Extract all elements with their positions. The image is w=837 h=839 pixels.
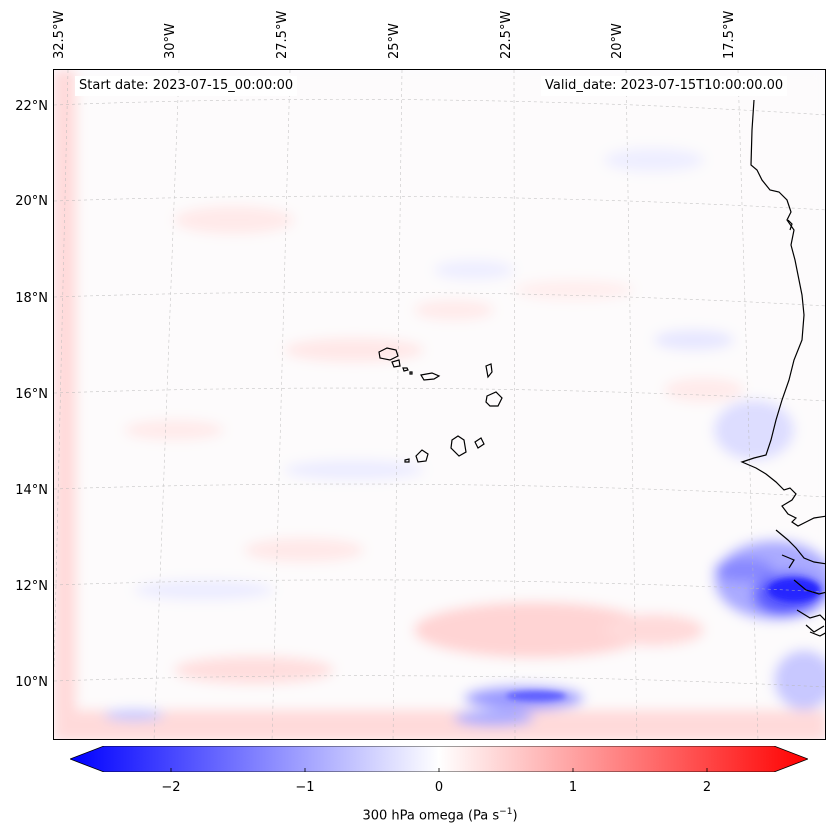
- longitude-label-27-5w: 27.5°W: [275, 10, 290, 59]
- colorbar-title-exponent: −1: [499, 807, 513, 817]
- latitude-label-22n: 22°N: [15, 99, 48, 114]
- latitude-label-16n: 16°N: [15, 387, 48, 402]
- colorbar-tick-1: 1: [568, 780, 578, 795]
- colorbar-tick-minus1: −1: [295, 780, 315, 795]
- colorbar-title-end: ): [512, 808, 518, 824]
- start-date-label: Start date: 2023-07-15_00:00:00: [75, 76, 298, 96]
- colorbar-title: 300 hPa omega (Pa s−1): [0, 807, 837, 823]
- longitude-label-25w: 25°W: [387, 23, 402, 59]
- graticule: [54, 70, 825, 739]
- latitude-label-10n: 10°N: [15, 675, 48, 690]
- latitude-label-14n: 14°N: [15, 483, 48, 498]
- map-panel: [53, 69, 826, 740]
- longitude-label-32-5w: 32.5°W: [52, 10, 67, 59]
- colorbar-tick-0: 0: [434, 780, 444, 795]
- longitude-label-20w: 20°W: [610, 23, 625, 59]
- valid-date-label: Valid_date: 2023-07-15T10:00:00.00: [541, 76, 788, 96]
- omega-shading: [54, 70, 825, 739]
- longitude-label-22-5w: 22.5°W: [499, 10, 514, 59]
- colorbar-title-text: 300 hPa omega (Pa s: [362, 808, 500, 824]
- colorbar: [68, 745, 810, 773]
- latitude-label-18n: 18°N: [15, 291, 48, 306]
- latitude-label-20n: 20°N: [15, 194, 48, 209]
- colorbar-tick-2: 2: [702, 780, 712, 795]
- omega-field-map: [54, 70, 825, 739]
- latitude-label-12n: 12°N: [15, 579, 48, 594]
- longitude-label-30w: 30°W: [163, 23, 178, 59]
- longitude-label-17-5w: 17.5°W: [722, 10, 737, 59]
- colorbar-tick-minus2: −2: [161, 780, 181, 795]
- coastline: [378, 99, 825, 637]
